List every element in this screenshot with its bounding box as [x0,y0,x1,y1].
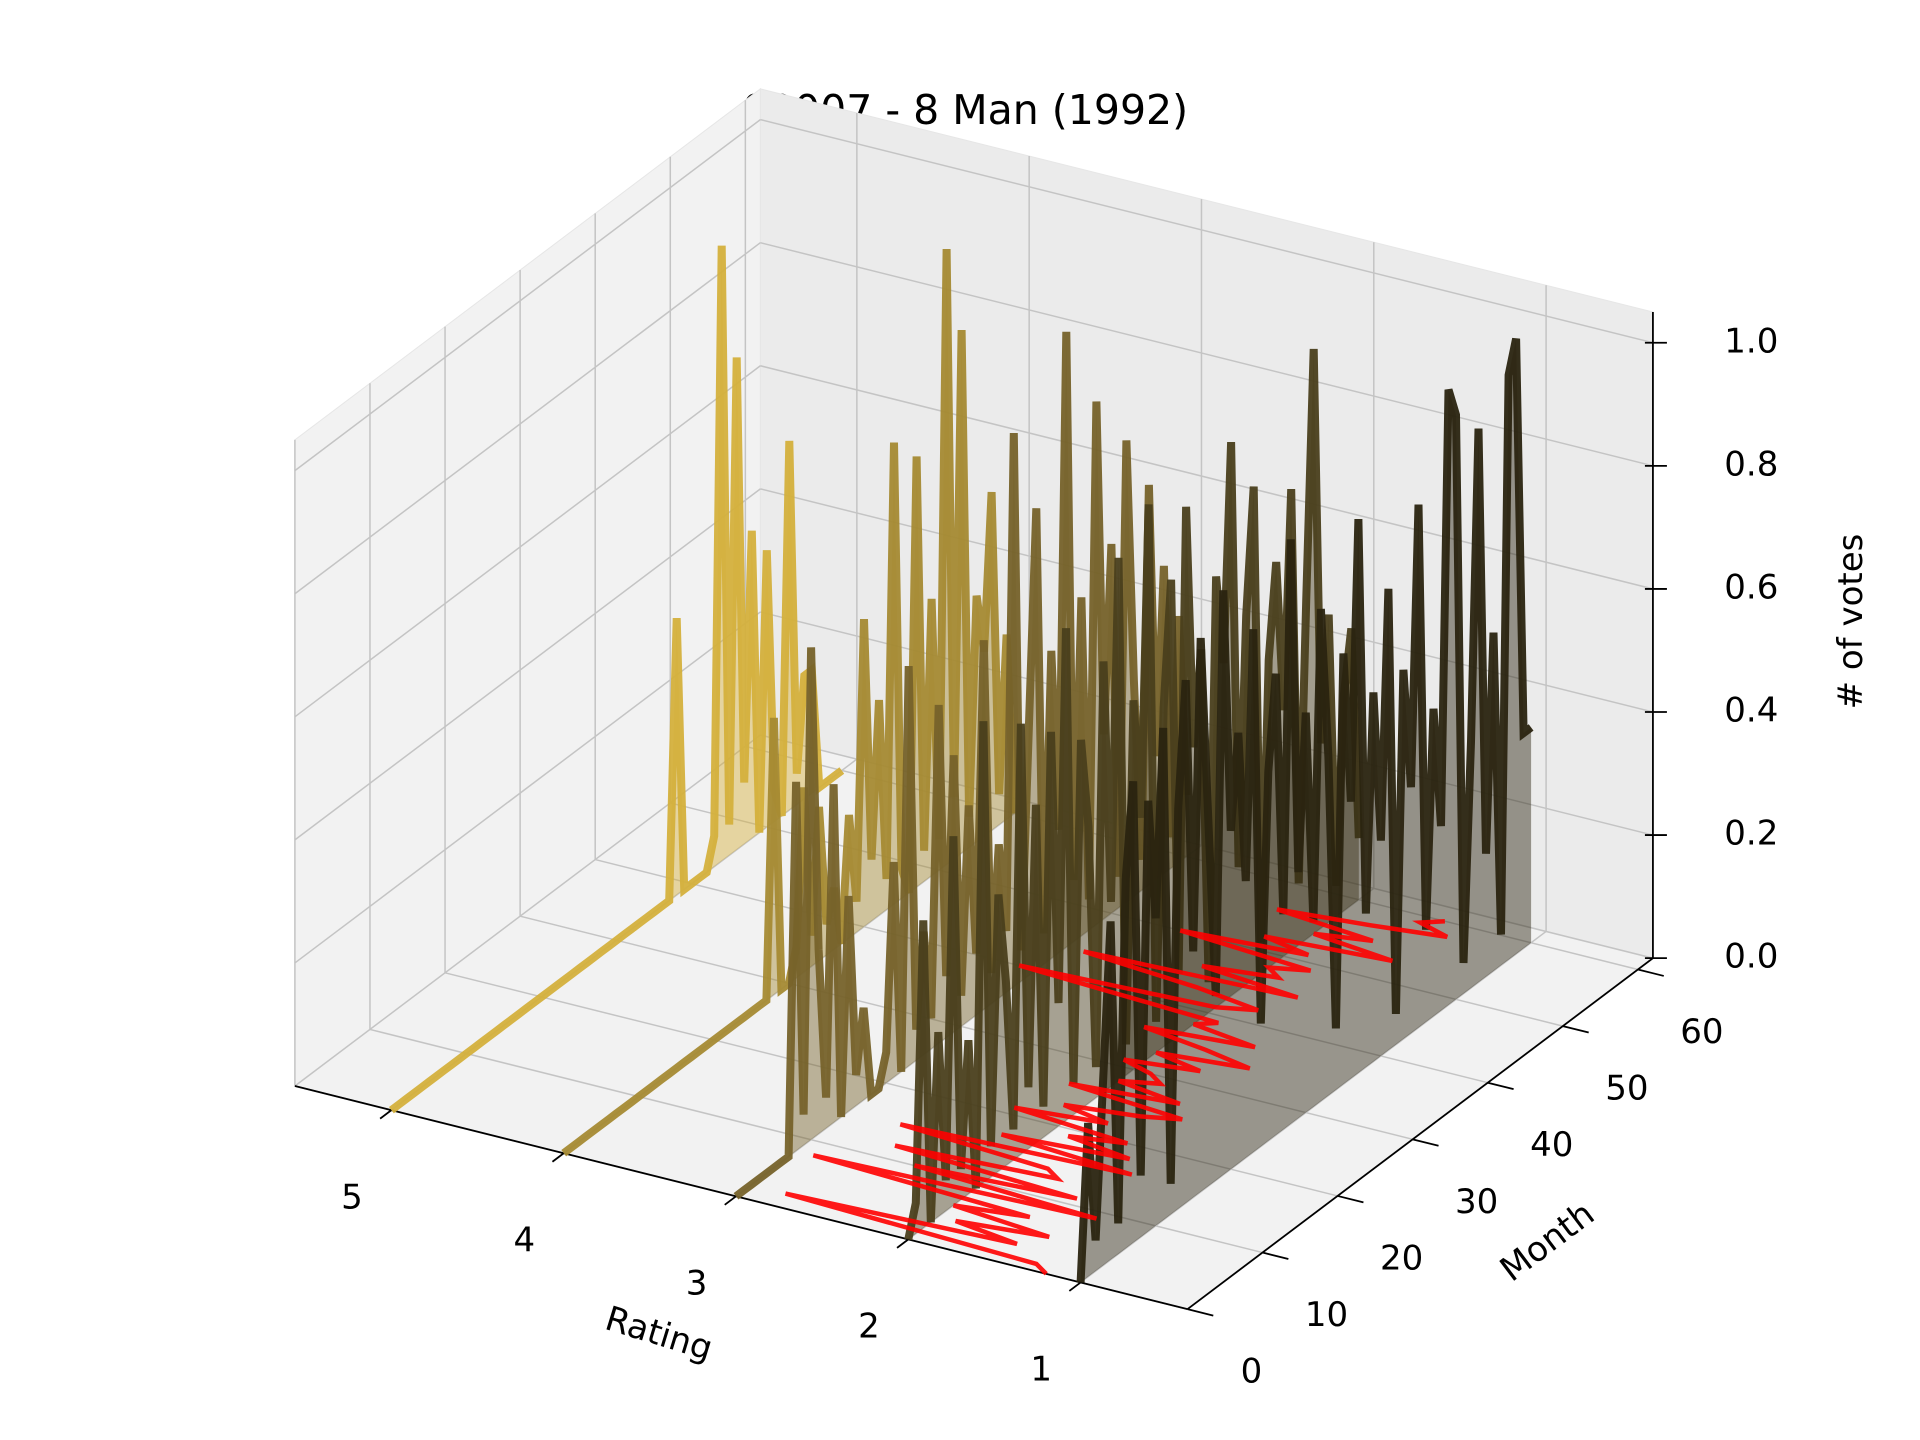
x-tick [896,1238,909,1249]
y-tick [1637,968,1664,977]
grid-line [760,118,1654,344]
y-tick [1187,1308,1214,1317]
z-tick-label: 0.0 [1724,937,1778,977]
y-tick-label: 30 [1455,1182,1498,1222]
y-tick-label: 50 [1605,1069,1648,1109]
z-axis-label: # of votes [1831,534,1871,710]
series-line [733,331,1191,1200]
mean-line [784,907,1449,1276]
y-tick-label: 10 [1305,1295,1348,1335]
x-axis-label: Rating [601,1299,718,1369]
series-line [1076,337,1534,1283]
y-axis [1186,957,1654,1310]
grid-line [294,119,761,472]
y-tick [1412,1138,1439,1147]
x-tick-label: 1 [1030,1350,1052,1390]
x-tick [1068,1281,1082,1292]
z-tick-label: 1.0 [1724,321,1778,361]
grid-line [294,488,761,841]
grid-line [1080,930,1547,1284]
grid-line [444,972,1338,1197]
y-tick [1337,1195,1364,1204]
y-tick-label: 60 [1680,1012,1723,1052]
y-tick [1562,1025,1589,1034]
grid-line [294,611,761,964]
x-tick-label: 4 [513,1220,535,1260]
x-tick [379,1109,392,1120]
grid-line [369,1028,1263,1254]
x-tick [724,1195,737,1206]
series-line [388,245,845,1114]
y-tick [1262,1251,1289,1260]
x-tick-label: 5 [341,1177,363,1217]
y-tick-label: 0 [1241,1352,1263,1392]
y-tick-label: 40 [1530,1125,1573,1165]
z-tick-label: 0.4 [1724,691,1778,731]
z-tick-label: 0.8 [1724,444,1778,484]
x-tick-label: 3 [686,1263,708,1303]
grid-line [519,915,1413,1141]
y-tick [1487,1081,1514,1091]
x-tick [551,1152,565,1163]
z-tick-label: 0.6 [1724,567,1778,607]
x-tick-label: 2 [858,1307,880,1347]
y-tick-label: 20 [1380,1238,1423,1278]
grid-line [294,365,761,718]
x-axis [294,1085,1188,1311]
z-tick-label: 0.2 [1724,814,1778,854]
y-axis-label: Month [1493,1194,1602,1290]
grid-line [294,242,761,595]
